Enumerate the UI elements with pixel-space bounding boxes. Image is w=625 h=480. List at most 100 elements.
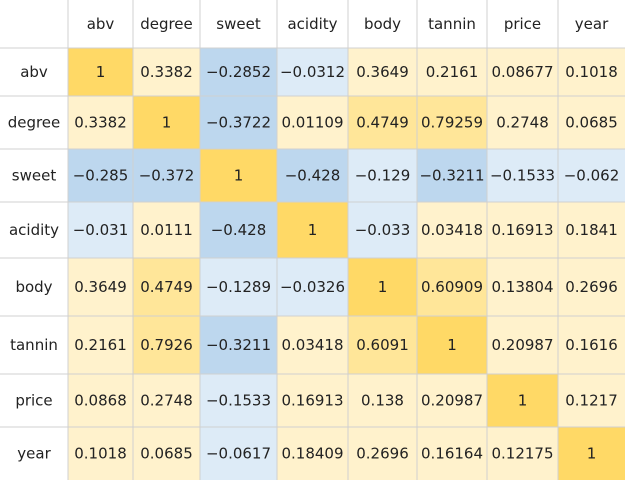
heatmap-cell-price-price <box>487 374 558 427</box>
row-header-acidity: acidity <box>9 221 59 239</box>
heatmap-cell-label-acidity-price: 0.16913 <box>491 221 553 239</box>
heatmap-cell-sweet-degree <box>133 149 200 202</box>
heatmap-cell-label-sweet-tannin: −0.3211 <box>419 167 484 185</box>
heatmap-cell-body-year <box>558 258 625 316</box>
heatmap-cell-label-body-acidity: −0.0326 <box>280 278 345 296</box>
heatmap-cell-sweet-year <box>558 149 625 202</box>
heatmap-cell-tannin-sweet <box>200 316 277 374</box>
heatmap-cell-abv-year <box>558 48 625 96</box>
heatmap-cell-price-body <box>348 374 417 427</box>
column-header-abv: abv <box>87 15 115 33</box>
heatmap-cell-acidity-acidity <box>277 202 348 258</box>
heatmap-cell-label-price-sweet: −0.1533 <box>206 392 271 410</box>
heatmap-cell-year-sweet <box>200 427 277 480</box>
row-header-year: year <box>17 445 51 463</box>
heatmap-cell-label-body-abv: 0.3649 <box>74 278 127 296</box>
heatmap-cell-label-sweet-sweet: 1 <box>234 167 244 185</box>
heatmap-cell-label-year-abv: 0.1018 <box>74 445 127 463</box>
heatmap-cell-sweet-body <box>348 149 417 202</box>
heatmap-cell-label-degree-acidity: 0.01109 <box>281 114 343 132</box>
row-header-sweet: sweet <box>12 167 57 185</box>
column-header-tannin: tannin <box>428 15 476 33</box>
heatmap-cell-body-tannin <box>417 258 487 316</box>
heatmap-cell-abv-degree <box>133 48 200 96</box>
heatmap-cell-sweet-acidity <box>277 149 348 202</box>
heatmap-cell-label-price-acidity: 0.16913 <box>281 392 343 410</box>
heatmap-cell-label-acidity-year: 0.1841 <box>565 221 618 239</box>
heatmap-cell-label-year-price: 0.12175 <box>491 445 553 463</box>
heatmap-cell-degree-price <box>487 96 558 149</box>
heatmap-cell-body-acidity <box>277 258 348 316</box>
heatmap-cell-label-sweet-abv: −0.285 <box>73 167 129 185</box>
heatmap-cell-label-degree-abv: 0.3382 <box>74 114 127 132</box>
column-header-degree: degree <box>140 15 193 33</box>
heatmap-cell-label-body-year: 0.2696 <box>565 278 618 296</box>
column-header-sweet: sweet <box>216 15 261 33</box>
heatmap-cell-label-degree-price: 0.2748 <box>496 114 549 132</box>
heatmap-cell-tannin-body <box>348 316 417 374</box>
heatmap-cell-label-year-year: 1 <box>587 445 597 463</box>
heatmap-cell-year-acidity <box>277 427 348 480</box>
heatmap-cell-degree-year <box>558 96 625 149</box>
heatmap-cell-label-body-price: 0.13804 <box>491 278 553 296</box>
heatmap-cell-label-abv-price: 0.08677 <box>491 63 553 81</box>
heatmap-cell-sweet-sweet <box>200 149 277 202</box>
heatmap-cell-label-degree-sweet: −0.3722 <box>206 114 271 132</box>
heatmap-cell-abv-tannin <box>417 48 487 96</box>
heatmap-cell-body-price <box>487 258 558 316</box>
heatmap-cell-label-abv-abv: 1 <box>96 63 106 81</box>
heatmap-cell-label-abv-body: 0.3649 <box>356 63 409 81</box>
heatmap-cell-acidity-sweet <box>200 202 277 258</box>
row-header-abv: abv <box>20 63 48 81</box>
heatmap-cell-label-acidity-tannin: 0.03418 <box>421 221 483 239</box>
heatmap-cell-label-acidity-abv: −0.031 <box>73 221 129 239</box>
column-header-year: year <box>575 15 609 33</box>
heatmap-cell-price-tannin <box>417 374 487 427</box>
heatmap-cell-label-degree-tannin: 0.79259 <box>421 114 483 132</box>
heatmap-cell-acidity-body <box>348 202 417 258</box>
heatmap-cell-degree-sweet <box>200 96 277 149</box>
heatmap-cell-label-abv-acidity: −0.0312 <box>280 63 345 81</box>
heatmap-cell-label-abv-degree: 0.3382 <box>140 63 193 81</box>
heatmap-cell-price-abv <box>68 374 133 427</box>
heatmap-cell-label-degree-year: 0.0685 <box>565 114 618 132</box>
heatmap-cell-label-sweet-year: −0.062 <box>564 167 620 185</box>
heatmap-cell-price-acidity <box>277 374 348 427</box>
heatmap-cell-abv-sweet <box>200 48 277 96</box>
heatmap-cell-label-body-sweet: −0.1289 <box>206 278 271 296</box>
heatmap-cell-degree-abv <box>68 96 133 149</box>
heatmap-cell-label-acidity-acidity: 1 <box>308 221 318 239</box>
heatmap-cell-label-year-tannin: 0.16164 <box>421 445 483 463</box>
column-header-acidity: acidity <box>287 15 337 33</box>
heatmap-cell-abv-acidity <box>277 48 348 96</box>
header-column-background <box>0 0 68 480</box>
heatmap-cell-label-degree-body: 0.4749 <box>356 114 409 132</box>
heatmap-cell-label-tannin-body: 0.6091 <box>356 336 409 354</box>
heatmap-cell-tannin-price <box>487 316 558 374</box>
heatmap-cell-label-body-tannin: 0.60909 <box>421 278 483 296</box>
heatmap-cell-acidity-degree <box>133 202 200 258</box>
heatmap-cell-label-year-degree: 0.0685 <box>140 445 193 463</box>
row-header-body: body <box>15 278 52 296</box>
heatmap-cell-label-acidity-degree: 0.0111 <box>140 221 193 239</box>
heatmap-cell-year-body <box>348 427 417 480</box>
heatmap-cell-body-degree <box>133 258 200 316</box>
heatmap-cell-label-sweet-acidity: −0.428 <box>285 167 341 185</box>
heatmap-cell-label-tannin-degree: 0.7926 <box>140 336 193 354</box>
heatmap-cell-label-tannin-price: 0.20987 <box>491 336 553 354</box>
heatmap-cell-label-sweet-degree: −0.372 <box>139 167 195 185</box>
heatmap-cell-label-acidity-body: −0.033 <box>355 221 411 239</box>
row-header-tannin: tannin <box>10 336 58 354</box>
heatmap-cell-year-year <box>558 427 625 480</box>
heatmap-cell-label-abv-tannin: 0.2161 <box>426 63 479 81</box>
header-row-background <box>0 0 625 48</box>
heatmap-cell-label-year-acidity: 0.18409 <box>281 445 343 463</box>
heatmap-cell-price-degree <box>133 374 200 427</box>
heatmap-cell-label-price-tannin: 0.20987 <box>421 392 483 410</box>
heatmap-cell-year-tannin <box>417 427 487 480</box>
heatmap-cell-abv-abv <box>68 48 133 96</box>
row-header-price: price <box>15 392 52 410</box>
heatmap-cell-label-price-degree: 0.2748 <box>140 392 193 410</box>
heatmap-cell-label-price-year: 0.1217 <box>565 392 618 410</box>
heatmap-cell-tannin-year <box>558 316 625 374</box>
